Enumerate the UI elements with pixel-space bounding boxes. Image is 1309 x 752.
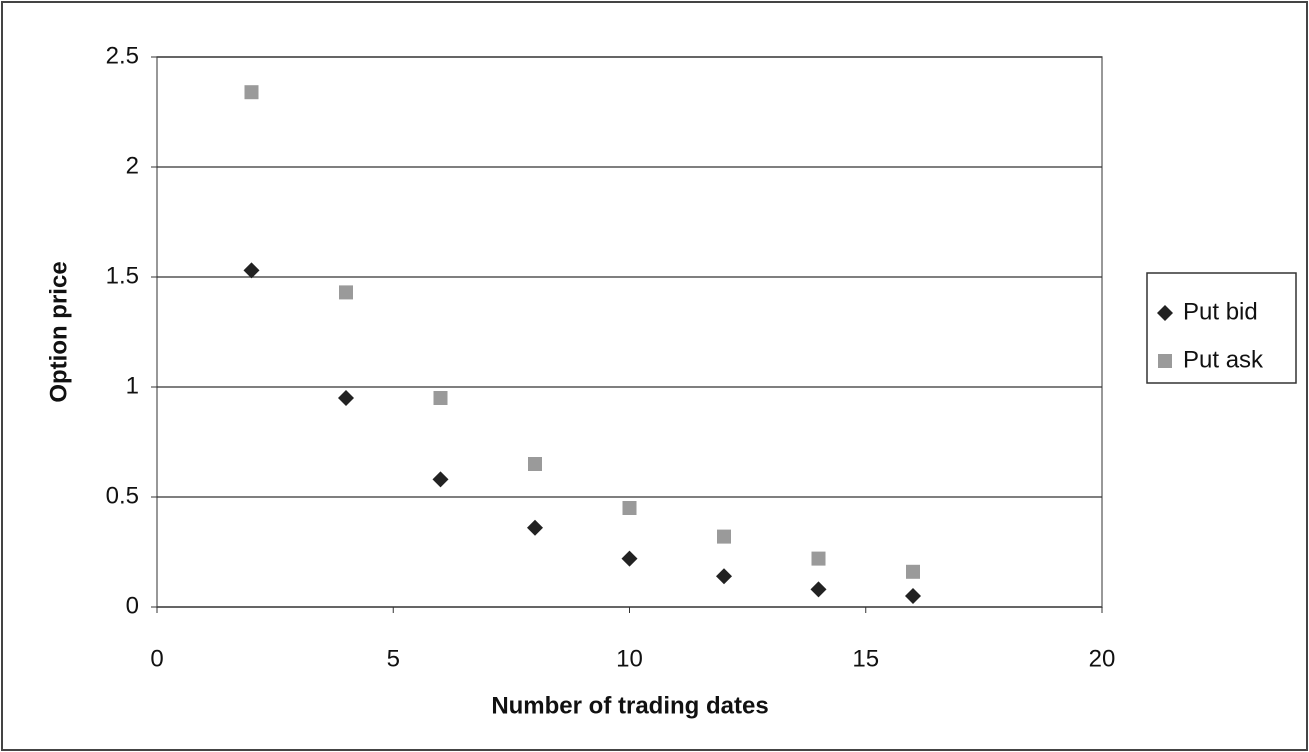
x-tick-label: 10 — [616, 645, 643, 672]
marker-diamond — [527, 519, 543, 536]
legend-label: Put ask — [1183, 346, 1264, 373]
marker-diamond — [716, 568, 732, 585]
marker-square — [528, 457, 542, 471]
marker-diamond — [621, 550, 638, 567]
x-tick-label: 0 — [150, 645, 163, 672]
marker-square — [339, 285, 353, 300]
y-tick-label: 1.5 — [106, 262, 139, 289]
marker-square — [622, 501, 637, 515]
x-tick-label: 20 — [1089, 645, 1116, 672]
marker-diamond — [243, 262, 260, 279]
marker-diamond — [810, 581, 827, 598]
legend-label: Put bid — [1183, 298, 1258, 325]
marker-diamond — [338, 390, 354, 406]
y-tick-label: 1 — [126, 372, 139, 399]
marker-square — [433, 391, 448, 405]
y-tick-label: 2.5 — [106, 42, 139, 69]
x-tick-label: 15 — [852, 645, 879, 672]
y-axis-title: Option price — [45, 261, 72, 402]
marker-diamond — [432, 471, 449, 488]
marker-diamond — [1157, 305, 1173, 321]
marker-square — [717, 529, 731, 544]
marker-diamond — [905, 588, 921, 604]
y-tick-label: 0.5 — [106, 482, 139, 509]
y-tick-label: 2 — [126, 152, 139, 179]
y-tick-label: 0 — [126, 592, 139, 619]
marker-square — [811, 551, 826, 566]
marker-square — [1158, 354, 1172, 368]
x-tick-label: 5 — [387, 645, 400, 672]
x-axis-title: Number of trading dates — [491, 692, 768, 719]
marker-square — [244, 85, 259, 100]
marker-square — [906, 564, 920, 579]
